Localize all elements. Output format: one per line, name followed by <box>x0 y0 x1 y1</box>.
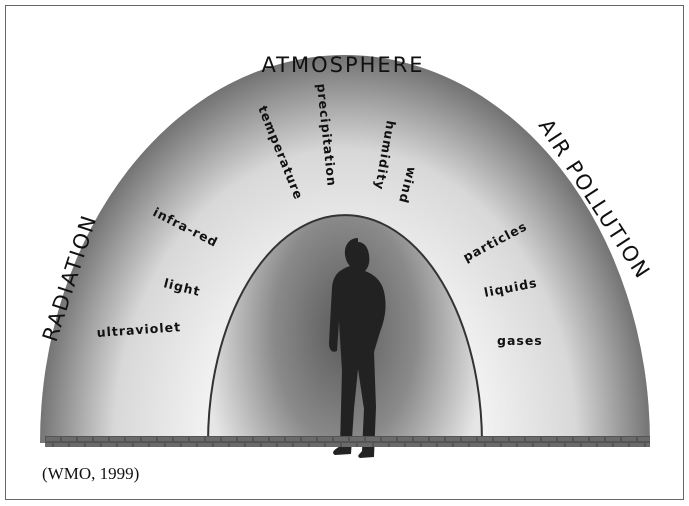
ground <box>45 436 650 447</box>
atmosphere-label: ATMOSPHERE <box>261 53 424 77</box>
pollution-type: gases <box>497 333 543 348</box>
figure: ATMOSPHERE RADIATION AIR POLLUTION tempe… <box>0 0 689 506</box>
caption: (WMO, 1999) <box>42 464 139 483</box>
